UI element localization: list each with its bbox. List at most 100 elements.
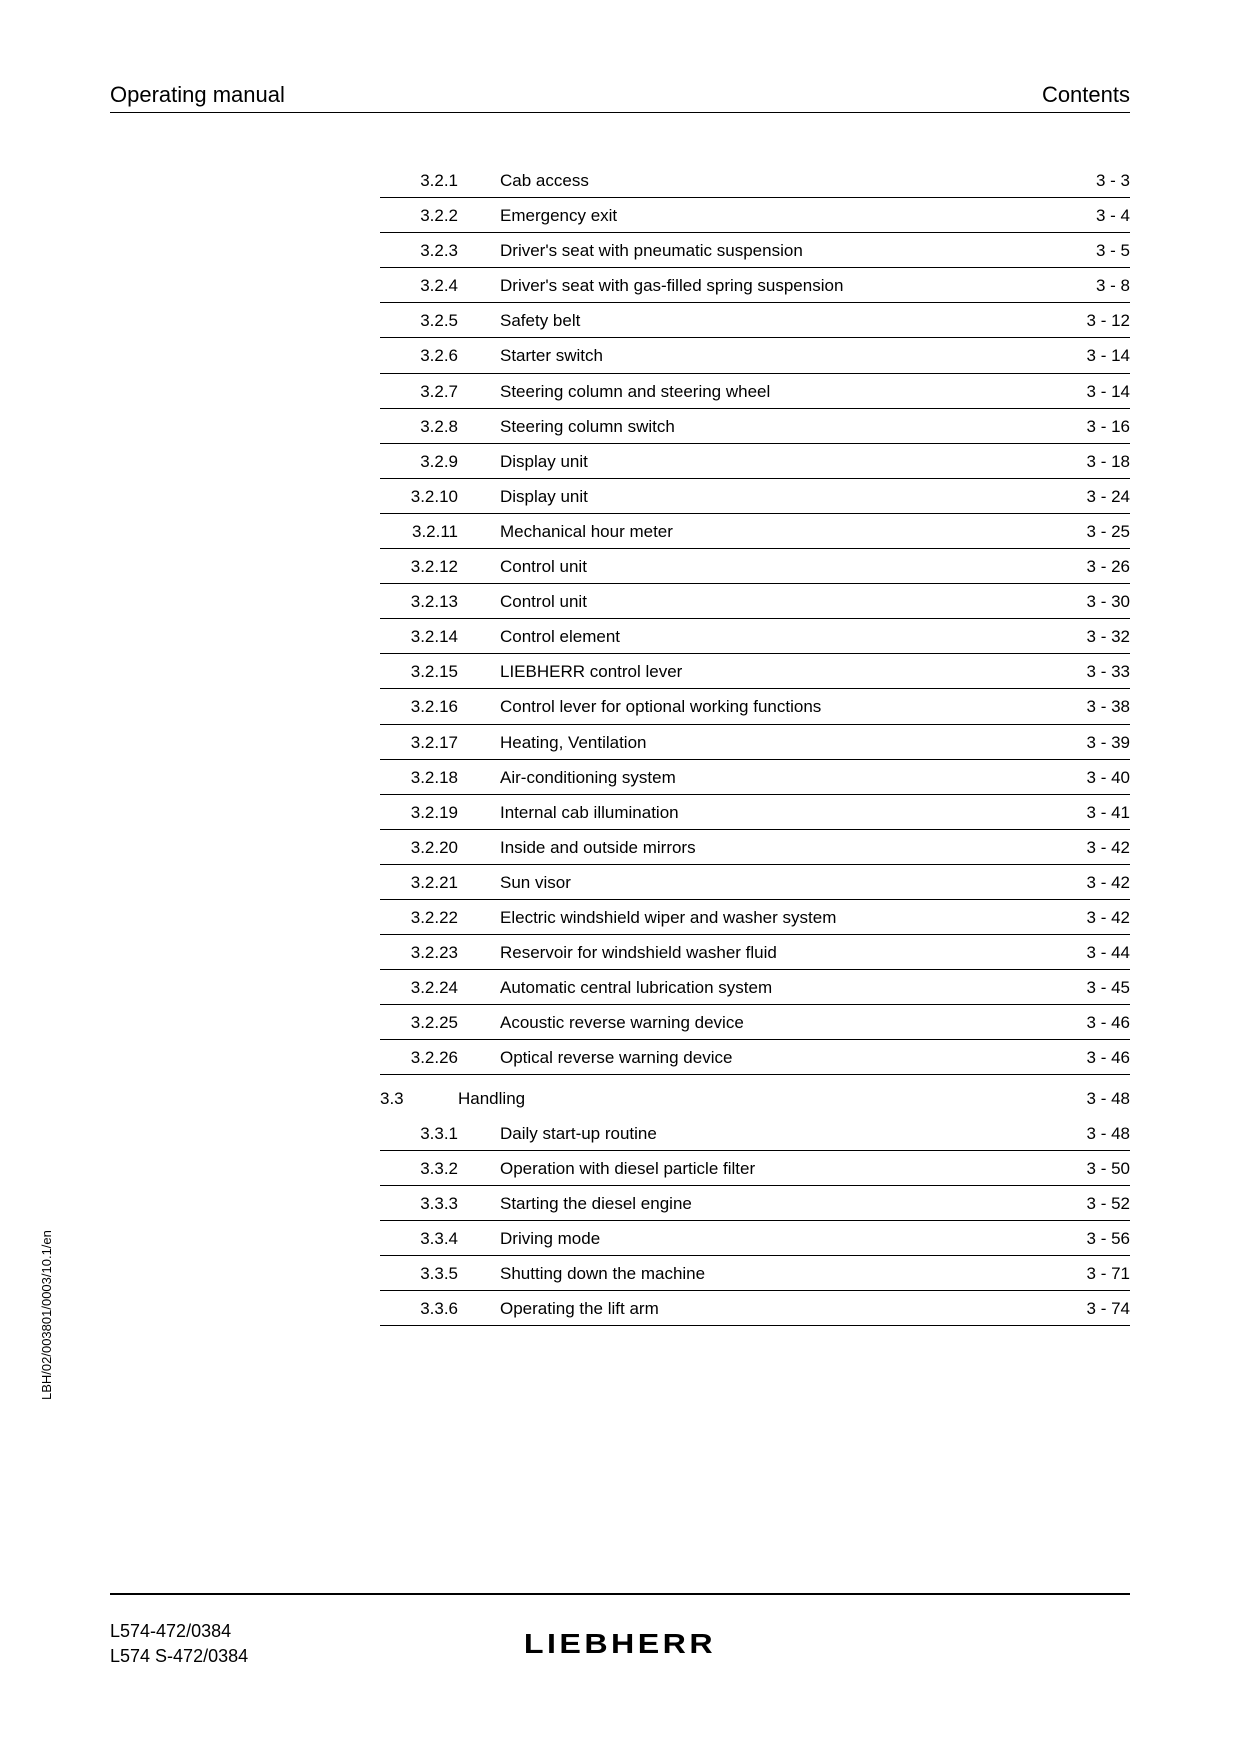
toc-row: 3.2.23Reservoir for windshield washer fl…	[380, 935, 1130, 970]
toc-page: 3 - 24	[1087, 486, 1130, 508]
toc-number: 3.2.24	[380, 977, 500, 999]
toc-number: 3.2.1	[380, 170, 500, 192]
toc-number: 3.2.6	[380, 345, 500, 367]
toc-title: Shutting down the machine	[500, 1263, 1087, 1285]
toc-row: 3.2.18Air-conditioning system3 - 40	[380, 760, 1130, 795]
toc-number: 3.2.20	[380, 837, 500, 859]
toc-row: 3.2.22Electric windshield wiper and wash…	[380, 900, 1130, 935]
document-code-vertical: LBH/02/003801/0003/10.1/en	[39, 1230, 54, 1400]
toc-page: 3 - 42	[1087, 837, 1130, 859]
footer-model-numbers: L574-472/0384 L574 S-472/0384	[110, 1619, 248, 1668]
toc-title: Mechanical hour meter	[500, 521, 1087, 543]
toc-page: 3 - 46	[1087, 1012, 1130, 1034]
toc-title: Acoustic reverse warning device	[500, 1012, 1087, 1034]
toc-row: 3.2.6Starter switch3 - 14	[380, 338, 1130, 373]
toc-page: 3 - 40	[1087, 767, 1130, 789]
toc-page: 3 - 56	[1087, 1228, 1130, 1250]
toc-number: 3.2.13	[380, 591, 500, 613]
toc-page: 3 - 3	[1096, 170, 1130, 192]
toc-number: 3.2.9	[380, 451, 500, 473]
toc-title: Steering column switch	[500, 416, 1087, 438]
toc-row: 3.2.4Driver's seat with gas-filled sprin…	[380, 268, 1130, 303]
toc-title: Control element	[500, 626, 1087, 648]
toc-page: 3 - 48	[1087, 1088, 1130, 1110]
toc-row: 3.3.3Starting the diesel engine3 - 52	[380, 1186, 1130, 1221]
toc-title: Driving mode	[500, 1228, 1087, 1250]
toc-row: 3.3.5Shutting down the machine3 - 71	[380, 1256, 1130, 1291]
toc-title: Operating the lift arm	[500, 1298, 1087, 1320]
toc-row: 3.2.13Control unit3 - 30	[380, 584, 1130, 619]
toc-row: 3.3.4Driving mode3 - 56	[380, 1221, 1130, 1256]
page-footer: L574-472/0384 L574 S-472/0384 LIEBHERR	[110, 1593, 1130, 1668]
toc-number: 3.3.5	[380, 1263, 500, 1285]
brand-logo: LIEBHERR	[524, 1628, 716, 1660]
toc-number: 3.2.5	[380, 310, 500, 332]
toc-page: 3 - 42	[1087, 872, 1130, 894]
toc-number: 3.3.4	[380, 1228, 500, 1250]
toc-title: Automatic central lubrication system	[500, 977, 1087, 999]
toc-number: 3.3.1	[380, 1123, 500, 1145]
toc-page: 3 - 52	[1087, 1193, 1130, 1215]
toc-page: 3 - 74	[1087, 1298, 1130, 1320]
toc-page: 3 - 14	[1087, 381, 1130, 403]
toc-row: 3.2.26Optical reverse warning device3 - …	[380, 1040, 1130, 1075]
toc-row: 3.3.6Operating the lift arm3 - 74	[380, 1291, 1130, 1326]
toc-row: 3.2.9Display unit3 - 18	[380, 444, 1130, 479]
toc-page: 3 - 12	[1087, 310, 1130, 332]
toc-number: 3.3.2	[380, 1158, 500, 1180]
toc-title: Control lever for optional working funct…	[500, 696, 1087, 718]
toc-number: 3.2.15	[380, 661, 500, 683]
toc-title: Emergency exit	[500, 205, 1096, 227]
toc-number: 3.3.6	[380, 1298, 500, 1320]
toc-title: Inside and outside mirrors	[500, 837, 1087, 859]
toc-row: 3.2.24Automatic central lubrication syst…	[380, 970, 1130, 1005]
toc-title: Reservoir for windshield washer fluid	[500, 942, 1087, 964]
toc-row: 3.2.11Mechanical hour meter3 - 25	[380, 514, 1130, 549]
toc-title: Driver's seat with pneumatic suspension	[500, 240, 1096, 262]
toc-title: Display unit	[500, 486, 1087, 508]
toc-title: Internal cab illumination	[500, 802, 1087, 824]
toc-page: 3 - 33	[1087, 661, 1130, 683]
toc-title: Cab access	[500, 170, 1096, 192]
toc-row: 3.3.1Daily start-up routine3 - 48	[380, 1116, 1130, 1151]
toc-number: 3.3.3	[380, 1193, 500, 1215]
toc-number: 3.2.4	[380, 275, 500, 297]
toc-row: 3.2.8Steering column switch3 - 16	[380, 409, 1130, 444]
toc-row: 3.2.21Sun visor3 - 42	[380, 865, 1130, 900]
toc-number: 3.2.21	[380, 872, 500, 894]
toc-row: 3.2.7Steering column and steering wheel3…	[380, 374, 1130, 409]
toc-page: 3 - 5	[1096, 240, 1130, 262]
toc-number: 3.2.11	[380, 521, 500, 543]
toc-number: 3.2.14	[380, 626, 500, 648]
toc-title: Air-conditioning system	[500, 767, 1087, 789]
toc-page: 3 - 14	[1087, 345, 1130, 367]
toc-row: 3.2.25Acoustic reverse warning device3 -…	[380, 1005, 1130, 1040]
toc-page: 3 - 18	[1087, 451, 1130, 473]
toc-title: Handling	[458, 1088, 1087, 1110]
toc-number: 3.2.25	[380, 1012, 500, 1034]
toc-row: 3.2.19Internal cab illumination3 - 41	[380, 795, 1130, 830]
toc-number: 3.2.19	[380, 802, 500, 824]
toc-title: Display unit	[500, 451, 1087, 473]
toc-row: 3.2.14Control element3 - 32	[380, 619, 1130, 654]
toc-page: 3 - 45	[1087, 977, 1130, 999]
footer-line1: L574-472/0384	[110, 1619, 248, 1643]
toc-page: 3 - 30	[1087, 591, 1130, 613]
toc-title: Control unit	[500, 556, 1087, 578]
toc-title: Driver's seat with gas-filled spring sus…	[500, 275, 1096, 297]
toc-row: 3.2.2Emergency exit3 - 4	[380, 198, 1130, 233]
table-of-contents: 3.2.1Cab access3 - 3 3.2.2Emergency exit3…	[380, 163, 1130, 1326]
toc-page: 3 - 42	[1087, 907, 1130, 929]
toc-title: Operation with diesel particle filter	[500, 1158, 1087, 1180]
toc-page: 3 - 71	[1087, 1263, 1130, 1285]
toc-row: 3.2.16Control lever for optional working…	[380, 689, 1130, 724]
header-title-right: Contents	[1042, 82, 1130, 108]
toc-number: 3.2.3	[380, 240, 500, 262]
toc-row: 3.3.2Operation with diesel particle filt…	[380, 1151, 1130, 1186]
toc-title: Heating, Ventilation	[500, 732, 1087, 754]
toc-row: 3.2.5Safety belt3 - 12	[380, 303, 1130, 338]
toc-page: 3 - 46	[1087, 1047, 1130, 1069]
toc-row: 3.2.3Driver's seat with pneumatic suspen…	[380, 233, 1130, 268]
toc-row: 3.3Handling3 - 48	[380, 1081, 1130, 1115]
toc-page: 3 - 25	[1087, 521, 1130, 543]
